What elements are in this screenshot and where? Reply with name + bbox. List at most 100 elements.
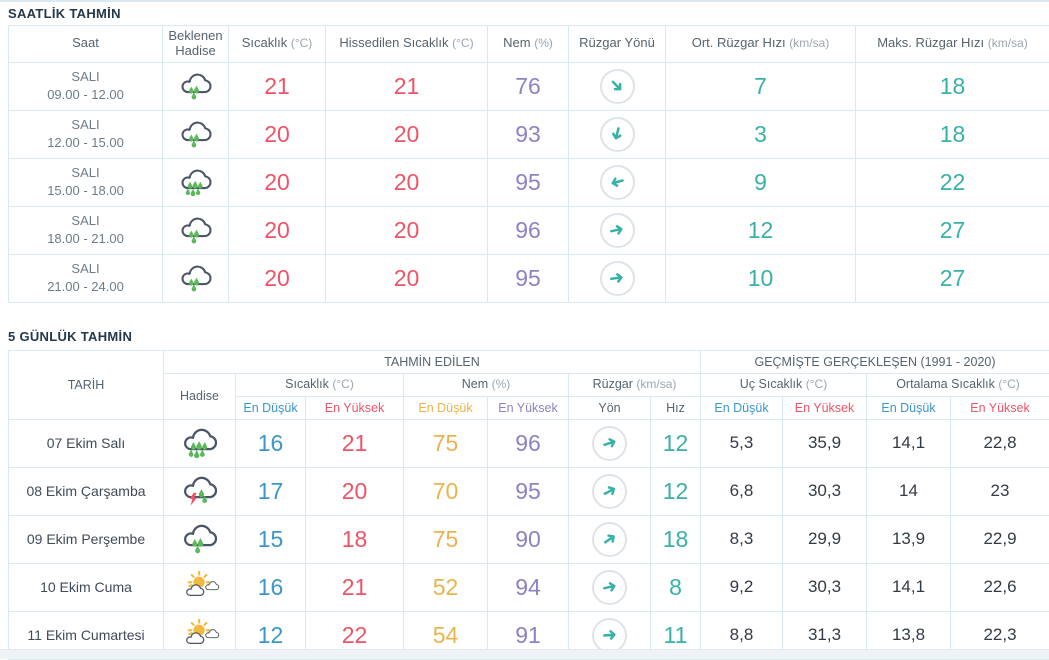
subheader-average-max: En Yüksek bbox=[951, 396, 1049, 419]
humidity-value: 96 bbox=[488, 206, 569, 254]
wind-speed-value: 18 bbox=[651, 515, 701, 563]
weather-condition-cell bbox=[164, 467, 236, 515]
col-header-time: Saat bbox=[9, 26, 163, 63]
temperature-value: 21 bbox=[229, 62, 326, 110]
avg-wind-value: 7 bbox=[666, 62, 856, 110]
wind-direction-icon bbox=[592, 474, 627, 509]
temperature-unit: (°C) bbox=[291, 36, 312, 50]
extreme-max-value: 35,9 bbox=[783, 419, 867, 467]
feels-like-value: 20 bbox=[326, 110, 488, 158]
forecast-hours: 09.00 - 12.00 bbox=[9, 86, 162, 104]
max-wind-value: 22 bbox=[856, 158, 1049, 206]
feels-like-value: 20 bbox=[326, 206, 488, 254]
wind-direction-cell bbox=[569, 62, 666, 110]
weather-icon bbox=[163, 72, 228, 101]
weather-icon bbox=[163, 120, 228, 149]
col-header-temperature: Sıcaklık (°C) bbox=[229, 26, 326, 63]
group-header-predicted: TAHMİN EDİLEN bbox=[164, 350, 701, 373]
temperature-value: 20 bbox=[229, 206, 326, 254]
forecast-date: 09 Ekim Perşembe bbox=[9, 515, 164, 563]
weather-condition-cell bbox=[163, 206, 229, 254]
subheader-extreme-max: En Yüksek bbox=[783, 396, 867, 419]
max-wind-value: 27 bbox=[856, 206, 1049, 254]
wind-direction-icon bbox=[600, 261, 635, 296]
subheader-wind-speed: Hız bbox=[651, 396, 701, 419]
weather-condition-cell bbox=[164, 419, 236, 467]
average-min-value: 13,9 bbox=[867, 515, 951, 563]
wind-direction-cell bbox=[569, 110, 666, 158]
weather-condition-cell bbox=[164, 563, 236, 611]
wind-direction-icon bbox=[592, 426, 627, 461]
average-max-value: 22,8 bbox=[951, 419, 1049, 467]
col-header-max-wind: Maks. Rüzgar Hızı (km/sa) bbox=[856, 26, 1049, 63]
feels-like-unit: (°C) bbox=[452, 36, 473, 50]
wind-direction-icon bbox=[592, 522, 627, 557]
weather-icon bbox=[164, 427, 235, 459]
wind-unit: (km/sa) bbox=[636, 377, 676, 391]
forecast-date: 07 Ekim Salı bbox=[9, 419, 164, 467]
col-header-temperature: Sıcaklık (°C) bbox=[236, 373, 404, 396]
daily-row: 10 Ekim Cuma 16 21 52 94 8 9,2 30,3 14,1… bbox=[9, 563, 1049, 611]
forecast-day: SALI bbox=[9, 68, 162, 86]
wind-direction-icon bbox=[592, 570, 627, 605]
avg-wind-value: 9 bbox=[666, 158, 856, 206]
weather-condition-cell bbox=[163, 62, 229, 110]
hourly-forecast-table: Saat Beklenen Hadise Sıcaklık (°C) Hisse… bbox=[8, 25, 1049, 303]
wind-direction-cell bbox=[569, 158, 666, 206]
wind-speed-value: 12 bbox=[651, 467, 701, 515]
forecast-hours: 12.00 - 15.00 bbox=[9, 134, 162, 152]
weather-condition-cell bbox=[163, 110, 229, 158]
weather-condition-cell bbox=[163, 158, 229, 206]
forecast-day: SALI bbox=[9, 164, 162, 182]
forecast-date: 08 Ekim Çarşamba bbox=[9, 467, 164, 515]
subheader-wind-direction: Yön bbox=[569, 396, 651, 419]
humidity-min-value: 75 bbox=[404, 419, 488, 467]
weather-icon bbox=[164, 475, 235, 507]
avg-wind-value: 12 bbox=[666, 206, 856, 254]
max-wind-value: 18 bbox=[856, 110, 1049, 158]
col-header-wind: Rüzgar (km/sa) bbox=[569, 373, 701, 396]
humidity-value: 76 bbox=[488, 62, 569, 110]
wind-direction-cell bbox=[569, 206, 666, 254]
extreme-min-value: 8,3 bbox=[701, 515, 783, 563]
subheader-humidity-max: En Yüksek bbox=[488, 396, 569, 419]
feels-like-value: 21 bbox=[326, 62, 488, 110]
average-min-value: 14 bbox=[867, 467, 951, 515]
extreme-min-value: 5,3 bbox=[701, 419, 783, 467]
col-header-avg-wind: Ort. Rüzgar Hızı (km/sa) bbox=[666, 26, 856, 63]
subheader-extreme-min: En Düşük bbox=[701, 396, 783, 419]
col-header-expected-event: Beklenen Hadise bbox=[163, 26, 229, 63]
forecast-day: SALI bbox=[9, 116, 162, 134]
temperature-unit: (°C) bbox=[332, 377, 353, 391]
wind-direction-icon bbox=[600, 213, 635, 248]
wind-speed-value: 12 bbox=[651, 419, 701, 467]
temp-min-value: 16 bbox=[236, 563, 306, 611]
forecast-day: SALI bbox=[9, 260, 162, 278]
group-header-historical: GEÇMİŞTE GERÇEKLEŞEN (1991 - 2020) bbox=[701, 350, 1049, 373]
col-header-feels-like: Hissedilen Sıcaklık (°C) bbox=[326, 26, 488, 63]
average-max-value: 23 bbox=[951, 467, 1049, 515]
max-wind-value: 27 bbox=[856, 254, 1049, 302]
forecast-hours: 21.00 - 24.00 bbox=[9, 278, 162, 296]
col-header-date: TARİH bbox=[9, 350, 164, 419]
average-max-value: 22,9 bbox=[951, 515, 1049, 563]
top-divider bbox=[0, 0, 1049, 2]
max-wind-value: 18 bbox=[856, 62, 1049, 110]
humidity-min-value: 75 bbox=[404, 515, 488, 563]
average-min-value: 14,1 bbox=[867, 563, 951, 611]
col-header-humidity: Nem (%) bbox=[404, 373, 569, 396]
weather-condition-cell bbox=[164, 515, 236, 563]
avg-wind-value: 3 bbox=[666, 110, 856, 158]
forecast-date: 10 Ekim Cuma bbox=[9, 563, 164, 611]
wind-direction-cell bbox=[569, 419, 651, 467]
wind-speed-value: 8 bbox=[651, 563, 701, 611]
feels-like-value: 20 bbox=[326, 158, 488, 206]
temperature-value: 20 bbox=[229, 110, 326, 158]
